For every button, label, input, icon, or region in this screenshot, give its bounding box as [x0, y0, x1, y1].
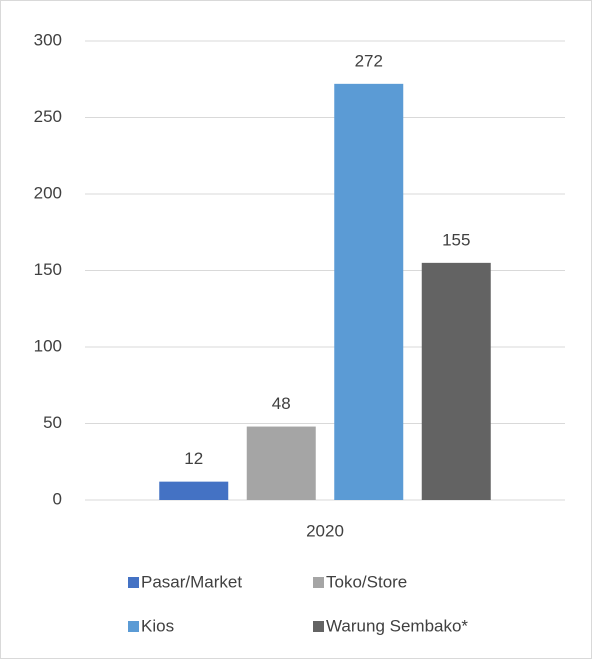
legend-label: Warung Sembako*: [326, 616, 468, 635]
y-tick-label: 50: [43, 413, 62, 432]
y-tick-label: 300: [34, 30, 62, 49]
bar: [421, 262, 491, 500]
y-tick-label: 250: [34, 107, 62, 126]
legend-swatch: [128, 621, 139, 632]
y-tick-label: 150: [34, 260, 62, 279]
data-label: 48: [272, 394, 291, 413]
legend-swatch: [128, 577, 139, 588]
y-tick-label: 200: [34, 183, 62, 202]
legend-label: Toko/Store: [326, 572, 407, 591]
data-label: 12: [184, 449, 203, 468]
bar: [159, 481, 229, 500]
legend-swatch: [313, 577, 324, 588]
bar: [334, 83, 404, 500]
data-label: 272: [355, 51, 383, 70]
y-tick-label: 0: [53, 489, 62, 508]
bar: [246, 426, 316, 500]
legend-label: Pasar/Market: [141, 572, 242, 591]
legend-swatch: [313, 621, 324, 632]
x-tick-label: 2020: [306, 521, 344, 540]
data-label: 155: [442, 230, 470, 249]
legend-label: Kios: [141, 616, 174, 635]
y-tick-label: 100: [34, 336, 62, 355]
